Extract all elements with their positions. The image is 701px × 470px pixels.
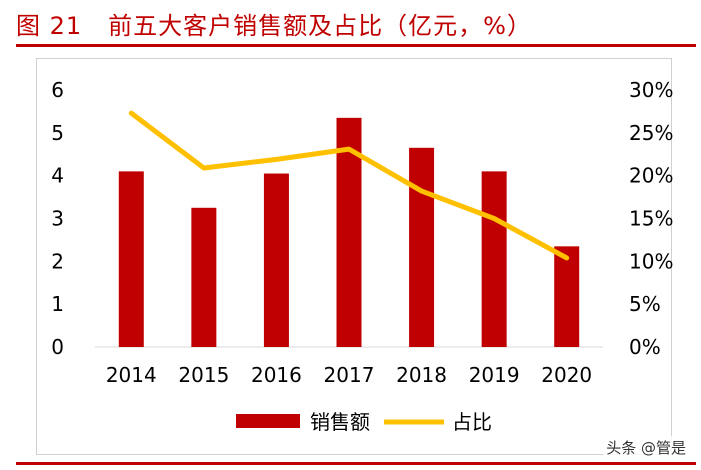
top-rule — [16, 44, 696, 47]
y-tick-label: 2 — [51, 249, 64, 273]
y2-tick-label: 20% — [629, 164, 673, 188]
bar-2018 — [409, 147, 435, 347]
y2-tick-label: 15% — [629, 207, 673, 231]
figure-title-text: 前五大客户销售额及占比（亿元，%） — [108, 12, 532, 40]
legend-bar-swatch — [236, 414, 300, 428]
y-tick-label: 6 — [51, 78, 64, 102]
x-tick-label: 2018 — [396, 363, 447, 387]
x-tick-label: 2014 — [106, 363, 157, 387]
x-tick-label: 2015 — [178, 363, 229, 387]
plot-frame — [36, 58, 672, 455]
y2-tick-label: 5% — [629, 292, 661, 316]
bar-2014 — [118, 171, 144, 347]
y2-tick-label: 25% — [629, 121, 673, 145]
y2-tick-label: 10% — [629, 249, 673, 273]
x-tick-label: 2019 — [469, 363, 520, 387]
x-tick-label: 2017 — [324, 363, 375, 387]
bar-2020 — [554, 246, 580, 347]
y-tick-label: 5 — [51, 121, 64, 145]
y2-tick-label: 0% — [629, 335, 661, 359]
y-tick-label: 0 — [51, 335, 64, 359]
figure-number: 图 21 — [16, 12, 83, 40]
x-tick-label: 2016 — [251, 363, 302, 387]
figure-title: 图 21 前五大客户销售额及占比（亿元，%） — [16, 6, 532, 41]
y-tick-label: 4 — [51, 164, 64, 188]
legend-line-label: 占比 — [452, 410, 492, 434]
y-tick-label: 1 — [51, 292, 64, 316]
y2-tick-label: 30% — [629, 78, 673, 102]
bottom-rule — [16, 462, 696, 465]
bar-2019 — [481, 171, 507, 347]
legend-bar-label: 销售额 — [310, 410, 370, 434]
watermark: 头条 @管是 — [603, 436, 689, 459]
x-tick-label: 2020 — [541, 363, 592, 387]
bar-2016 — [263, 173, 289, 347]
bar-2015 — [191, 207, 217, 347]
y-tick-label: 3 — [51, 207, 64, 231]
